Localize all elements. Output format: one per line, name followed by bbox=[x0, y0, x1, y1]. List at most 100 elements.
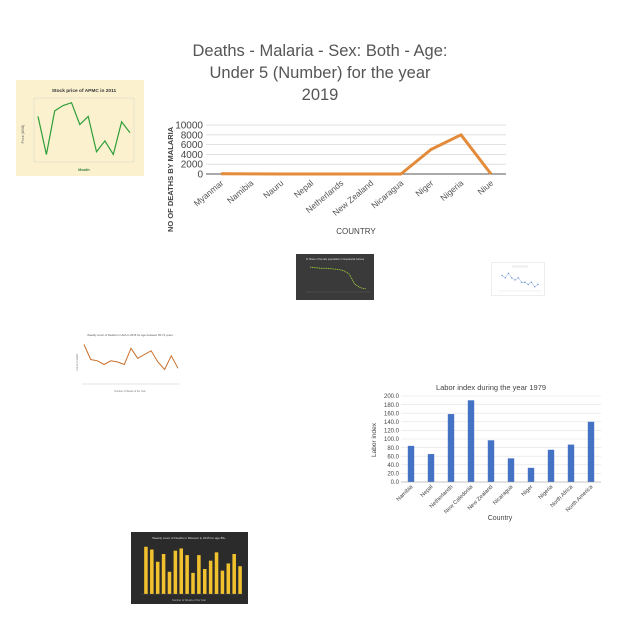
malaria-x-tick: Nigeria bbox=[438, 178, 465, 203]
missouri-bar bbox=[197, 555, 201, 594]
stock-thumb-title: Stock price of APMC in 2011 bbox=[52, 88, 117, 94]
scatter-point bbox=[514, 279, 516, 281]
malaria-title-line: Deaths - Malaria - Sex: Both - Age: bbox=[193, 42, 448, 60]
weekly-deaths-line-thumbnail: Weekly count of Deaths in Utah in 2015 f… bbox=[74, 328, 184, 396]
missouri-bar bbox=[232, 554, 236, 594]
missouri-thumb-xlabel: Number of Weeks of the Year bbox=[172, 598, 206, 602]
malaria-x-tick: Niger bbox=[413, 178, 435, 199]
malaria-x-tick: Nepal bbox=[292, 178, 316, 200]
missouri-bar bbox=[226, 563, 231, 594]
female-thumb-title: % Share of female population in Equatori… bbox=[306, 257, 365, 261]
labor-y-tick: 60.0 bbox=[387, 454, 399, 460]
missouri-bar bbox=[185, 555, 189, 594]
scatter-point bbox=[520, 281, 523, 283]
weekly-thumb-title: Weekly count of Deaths in Utah in 2015 f… bbox=[87, 333, 173, 337]
malaria-x-axis-label: COUNTRY bbox=[336, 227, 376, 236]
labor-y-tick: 20.0 bbox=[387, 472, 399, 478]
labor-y-axis-label: Labor index bbox=[371, 422, 378, 457]
scatter-points bbox=[501, 272, 539, 288]
malaria-gridlines bbox=[206, 124, 506, 175]
missouri-bar bbox=[150, 549, 154, 594]
malaria-x-tick: Niue bbox=[475, 178, 495, 197]
malaria-y-axis-label: NO OF DEATHS BY MALARIA bbox=[166, 126, 175, 232]
missouri-bar bbox=[238, 566, 242, 594]
missouri-bar bbox=[161, 554, 166, 594]
stock-thumb-ylabel: Price (USD) bbox=[21, 125, 25, 144]
scatter-line bbox=[501, 272, 539, 288]
labor-y-tick-labels: 0.0 20.0 40.0 60.0 80.0 100.0 120.0 140.0 160.0 1… bbox=[384, 394, 400, 486]
labor-bar-namibia bbox=[407, 445, 415, 482]
malaria-y-tick: 0 bbox=[197, 170, 203, 181]
malaria-x-tick: Nauru bbox=[261, 178, 285, 201]
missouri-bar bbox=[173, 550, 178, 594]
missouri-bar bbox=[179, 548, 183, 594]
labor-bars bbox=[407, 400, 595, 482]
missouri-bars bbox=[144, 546, 242, 594]
malaria-title-line: 2019 bbox=[302, 86, 339, 104]
labor-x-tick: Nepal bbox=[420, 484, 435, 499]
scatter-point bbox=[534, 286, 536, 288]
labor-bar-nigeria bbox=[547, 449, 555, 482]
stock-price-mini-chart: Stock price of APMC in 2011 Price (USD) … bbox=[21, 88, 135, 172]
female-share-thumbnail: % Share of female population in Equatori… bbox=[296, 254, 374, 300]
scatter-point bbox=[527, 283, 529, 286]
malaria-x-tick: Nicaragua bbox=[369, 178, 405, 211]
missouri-bar bbox=[144, 546, 148, 594]
stock-price-thumbnail: Stock price of APMC in 2011 Price (USD) … bbox=[16, 80, 144, 176]
labor-bar-nicaragua bbox=[507, 458, 515, 482]
malaria-y-tick: 10000 bbox=[175, 121, 203, 132]
female-share-mini-chart: % Share of female population in Equatori… bbox=[306, 257, 370, 293]
labor-x-tick: Namibia bbox=[396, 484, 415, 503]
labor-bar-north-america bbox=[587, 421, 595, 482]
missouri-mini-bar-chart: Weekly count of Deaths in Missouri in 20… bbox=[141, 536, 243, 602]
labor-x-tick: Nicaragua bbox=[492, 484, 515, 507]
scatter-point bbox=[501, 274, 503, 277]
labor-y-tick: 200.0 bbox=[384, 394, 400, 400]
scatter-point bbox=[537, 283, 539, 286]
labor-x-axis-label: Country bbox=[488, 515, 513, 522]
malaria-y-tick: 8000 bbox=[181, 130, 204, 141]
missouri-bar bbox=[191, 572, 195, 594]
weekly-thumb-xlabel: Number of Weeks of the Year bbox=[114, 390, 145, 393]
weekly-deaths-mini-chart: Weekly count of Deaths in Utah in 2015 f… bbox=[76, 333, 180, 393]
labor-bar-new-caledonia bbox=[467, 400, 475, 482]
missouri-bar bbox=[208, 560, 213, 594]
weekly-deaths-line bbox=[83, 344, 179, 371]
malaria-y-tick: 2000 bbox=[181, 160, 204, 171]
missouri-thumb-title: Weekly count of Deaths in Missouri in 20… bbox=[152, 536, 226, 540]
weekly-thumb-ylabel: Count of deaths bbox=[76, 353, 79, 371]
labor-y-tick: 0.0 bbox=[391, 480, 400, 486]
labor-y-tick: 160.0 bbox=[384, 411, 400, 417]
scatter-point bbox=[507, 272, 510, 274]
labor-y-tick: 100.0 bbox=[384, 437, 400, 443]
labor-chart-title: Labor index during the year 1979 bbox=[436, 383, 546, 392]
missouri-bar bbox=[155, 561, 160, 594]
malaria-y-tick: 6000 bbox=[181, 140, 204, 151]
malaria-x-tick: Namibia bbox=[225, 178, 256, 206]
missouri-bar bbox=[214, 552, 219, 594]
malaria-series-line bbox=[220, 133, 493, 176]
stock-price-line bbox=[37, 101, 131, 157]
labor-x-tick: Niger bbox=[521, 484, 535, 498]
missouri-bar bbox=[203, 569, 207, 594]
labor-bar-chart: Labor index during the year 1979 0.0 20.0… bbox=[371, 383, 601, 522]
scatter-point bbox=[511, 277, 513, 279]
female-share-line bbox=[309, 266, 367, 290]
malaria-x-tick: Myanmar bbox=[192, 178, 226, 209]
malaria-title-line: Under 5 (Number) for the year bbox=[209, 64, 431, 82]
labor-y-tick: 40.0 bbox=[387, 463, 399, 469]
labor-y-tick: 120.0 bbox=[384, 429, 400, 435]
labor-bar-netherlands bbox=[447, 414, 455, 482]
malaria-data-points bbox=[220, 134, 492, 175]
malaria-chart-title: Deaths - Malaria - Sex: Both - Age: Under… bbox=[193, 42, 448, 104]
labor-x-tick: Nigeria bbox=[538, 484, 555, 501]
labor-gridlines bbox=[401, 395, 601, 483]
scatter-point bbox=[517, 277, 520, 279]
malaria-y-tick: 4000 bbox=[181, 150, 204, 161]
scatter-thumbnail bbox=[491, 262, 545, 296]
labor-y-tick: 140.0 bbox=[384, 420, 400, 426]
scatter-point bbox=[524, 281, 526, 283]
